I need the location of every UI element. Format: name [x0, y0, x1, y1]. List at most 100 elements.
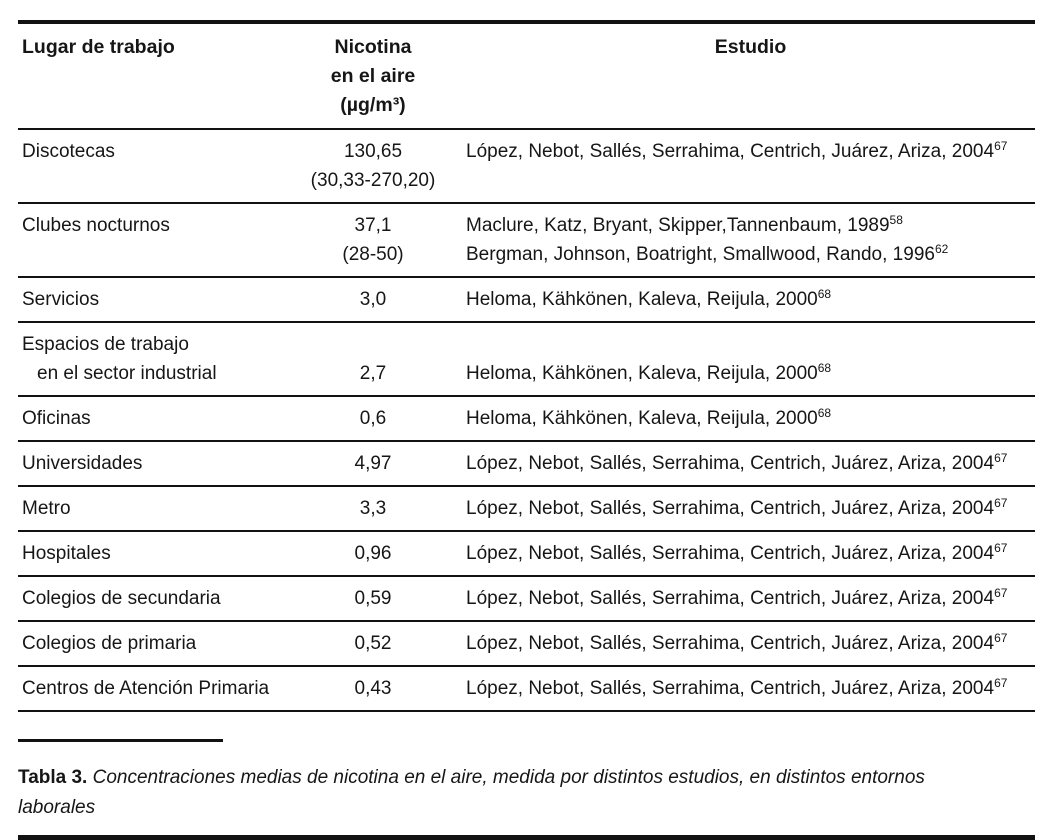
valor-line: 0,96: [354, 543, 392, 564]
study-citation: Heloma, Kähkönen, Kaleva, Reijula, 20006…: [466, 285, 1035, 314]
cell-nicotina-valor: 0,52: [290, 629, 456, 658]
cell-lugar: Centros de Atención Primaria: [18, 674, 290, 703]
citation-ref: 68: [817, 361, 832, 375]
cell-estudio: López, Nebot, Sallés, Serrahima, Centric…: [456, 629, 1035, 658]
lugar-line: Colegios de secundaria: [22, 588, 221, 609]
citation-ref: 62: [934, 242, 949, 256]
table-row: Metro 3,3 López, Nebot, Sallés, Serrahima,…: [18, 487, 1035, 532]
bottom-rule: [18, 835, 1035, 840]
lugar-line: Centros de Atención Primaria: [22, 678, 270, 699]
study-citation-text: López, Nebot, Sallés, Serrahima, Centric…: [466, 678, 995, 699]
study-citation: López, Nebot, Sallés, Serrahima, Centric…: [466, 494, 1035, 523]
study-citation: López, Nebot, Sallés, Serrahima, Centric…: [466, 539, 1035, 568]
header-nicotina-line1: Nicotina: [334, 36, 412, 58]
header-nicotina-units: (µg/m³): [340, 94, 406, 116]
cell-estudio: López, Nebot, Sallés, Serrahima, Centric…: [456, 449, 1035, 478]
study-citation: López, Nebot, Sallés, Serrahima, Centric…: [466, 449, 1035, 478]
cell-nicotina-valor: 3,0: [290, 285, 456, 314]
cell-nicotina-valor: 4,97: [290, 449, 456, 478]
valor-line: 130,65: [343, 141, 403, 162]
lugar-line: Oficinas: [22, 408, 91, 429]
cell-estudio: López, Nebot, Sallés, Serrahima, Centric…: [456, 137, 1035, 195]
study-citation-text: Heloma, Kähkönen, Kaleva, Reijula, 2000: [466, 289, 818, 310]
cell-nicotina-valor: 130,65 (30,33-270,20): [290, 137, 456, 195]
table-row: Oficinas 0,6 Heloma, Kähkönen, Kaleva, Rei…: [18, 397, 1035, 442]
table-row: Colegios de secundaria 0,59 López, Nebot, …: [18, 577, 1035, 622]
citation-ref: 67: [994, 676, 1008, 690]
table-row: Hospitales 0,96 López, Nebot, Sallés, Serr…: [18, 532, 1035, 577]
lugar-line: en el sector industrial: [37, 363, 217, 384]
study-citation-text: Bergman, Johnson, Boatright, Smallwood, …: [466, 244, 935, 265]
valor-line: 0,6: [359, 408, 387, 429]
cell-lugar: Hospitales: [18, 539, 290, 568]
table-row: Colegios de primaria 0,52 López, Nebot, Sa…: [18, 622, 1035, 667]
cell-nicotina-valor: 3,3: [290, 494, 456, 523]
caption-label: Tabla 3.: [18, 767, 88, 788]
lugar-line: Clubes nocturnos: [22, 215, 170, 236]
citation-ref: 58: [889, 213, 903, 227]
cell-lugar: Clubes nocturnos: [18, 211, 290, 269]
citation-ref: 67: [994, 496, 1008, 510]
cell-nicotina-valor: 2,7: [290, 330, 456, 388]
table-row: Universidades 4,97 López, Nebot, Sallés, S…: [18, 442, 1035, 487]
table-body: Discotecas 130,65 (30,33-270,20) López, Neb…: [18, 130, 1035, 712]
citation-ref: 67: [994, 541, 1008, 555]
lugar-line: Espacios de trabajo: [22, 334, 189, 355]
cell-lugar: Discotecas: [18, 137, 290, 195]
lugar-line: Universidades: [22, 453, 143, 474]
study-citation-text: López, Nebot, Sallés, Serrahima, Centric…: [466, 543, 995, 564]
study-citation: Heloma, Kähkönen, Kaleva, Reijula, 20006…: [466, 404, 1035, 433]
study-citation-text: Heloma, Kähkönen, Kaleva, Reijula, 2000: [466, 408, 818, 429]
table-row: Centros de Atención Primaria 0,43 López, N…: [18, 667, 1035, 712]
cell-lugar: Espacios de trabajo en el sector industri…: [18, 330, 290, 388]
header-nicotina: Nicotina en el aire (µg/m³): [290, 33, 456, 120]
cell-lugar: Oficinas: [18, 404, 290, 433]
cell-estudio: López, Nebot, Sallés, Serrahima, Centric…: [456, 539, 1035, 568]
lugar-line: Hospitales: [22, 543, 111, 564]
study-citation: Maclure, Katz, Bryant, Skipper,Tannenbau…: [466, 211, 1035, 240]
valor-line: (30,33-270,20): [310, 170, 436, 191]
citation-ref: 67: [994, 139, 1008, 153]
table-row: Discotecas 130,65 (30,33-270,20) López, Neb…: [18, 130, 1035, 204]
cell-estudio: Heloma, Kähkönen, Kaleva, Reijula, 20006…: [456, 404, 1035, 433]
lugar-line: Servicios: [22, 289, 100, 310]
valor-line: 0,52: [354, 633, 392, 654]
study-citation-text: López, Nebot, Sallés, Serrahima, Centric…: [466, 141, 995, 162]
lugar-line: Metro: [22, 498, 71, 519]
top-rule: [18, 20, 1035, 24]
header-nicotina-line2: en el aire: [330, 65, 416, 87]
citation-ref: 67: [994, 451, 1008, 465]
lugar-line: Discotecas: [22, 141, 115, 162]
cell-nicotina-valor: 0,59: [290, 584, 456, 613]
citation-ref: 67: [994, 631, 1008, 645]
header-estudio: Estudio: [714, 36, 787, 58]
cell-lugar: Colegios de primaria: [18, 629, 290, 658]
cell-lugar: Servicios: [18, 285, 290, 314]
valor-line: 37,1: [354, 215, 392, 236]
table-caption: Tabla 3. Concentraciones medias de nicot…: [18, 763, 1003, 823]
valor-line: 4,97: [354, 453, 392, 474]
study-citation: López, Nebot, Sallés, Serrahima, Centric…: [466, 584, 1035, 613]
cell-estudio: López, Nebot, Sallés, Serrahima, Centric…: [456, 584, 1035, 613]
cell-estudio: Heloma, Kähkönen, Kaleva, Reijula, 20006…: [456, 285, 1035, 314]
cell-nicotina-valor: 0,43: [290, 674, 456, 703]
footnote-rule: [18, 739, 223, 742]
cell-nicotina-valor: 0,6: [290, 404, 456, 433]
cell-estudio: López, Nebot, Sallés, Serrahima, Centric…: [456, 494, 1035, 523]
study-citation-text: López, Nebot, Sallés, Serrahima, Centric…: [466, 453, 995, 474]
cell-estudio: López, Nebot, Sallés, Serrahima, Centric…: [456, 674, 1035, 703]
citation-ref: 67: [994, 586, 1008, 600]
valor-line: 3,0: [359, 289, 387, 310]
lugar-line: Colegios de primaria: [22, 633, 197, 654]
valor-line: 2,7: [359, 363, 387, 384]
table-header-row: Lugar de trabajo Nicotina en el aire (µg…: [18, 24, 1035, 130]
study-citation-text: Heloma, Kähkönen, Kaleva, Reijula, 2000: [466, 363, 818, 384]
study-citation: López, Nebot, Sallés, Serrahima, Centric…: [466, 674, 1035, 703]
valor-line: (28-50): [342, 244, 404, 265]
study-citation-text: López, Nebot, Sallés, Serrahima, Centric…: [466, 588, 995, 609]
citation-ref: 68: [817, 406, 832, 420]
citation-ref: 68: [817, 287, 832, 301]
caption-text: Concentraciones medias de nicotina en el…: [18, 767, 925, 818]
cell-lugar: Metro: [18, 494, 290, 523]
valor-line: 3,3: [359, 498, 387, 519]
